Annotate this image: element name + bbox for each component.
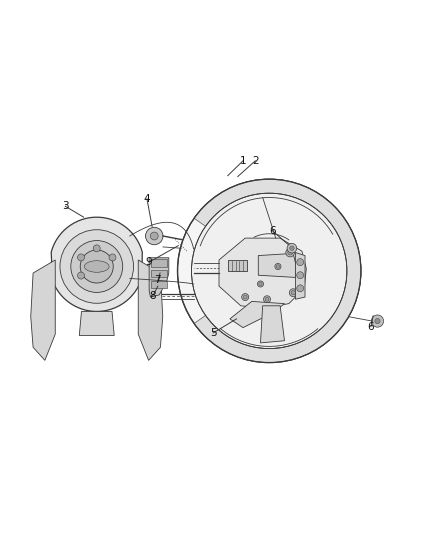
Circle shape <box>259 282 262 286</box>
Text: 6: 6 <box>367 322 374 332</box>
Polygon shape <box>194 179 361 362</box>
Text: 9: 9 <box>146 257 152 267</box>
Circle shape <box>265 297 269 301</box>
Circle shape <box>296 269 304 277</box>
Polygon shape <box>138 260 163 360</box>
Circle shape <box>78 272 85 279</box>
Circle shape <box>177 179 361 362</box>
Circle shape <box>297 285 304 292</box>
Text: 2: 2 <box>252 156 258 166</box>
Circle shape <box>290 246 294 251</box>
Polygon shape <box>79 311 114 335</box>
Text: 5: 5 <box>210 328 217 338</box>
Text: 7: 7 <box>155 276 161 286</box>
Text: 3: 3 <box>62 201 69 211</box>
Text: 6: 6 <box>269 225 276 236</box>
Polygon shape <box>230 302 285 328</box>
Circle shape <box>275 263 281 270</box>
Ellipse shape <box>85 261 109 272</box>
Polygon shape <box>219 238 306 308</box>
Polygon shape <box>149 258 169 297</box>
Bar <box>151 281 166 288</box>
Text: 4: 4 <box>144 194 150 204</box>
Text: 8: 8 <box>149 291 156 301</box>
Circle shape <box>191 193 347 349</box>
Circle shape <box>243 295 247 299</box>
Circle shape <box>60 230 134 303</box>
Circle shape <box>150 232 158 240</box>
Polygon shape <box>258 253 296 277</box>
Circle shape <box>287 244 297 253</box>
Circle shape <box>286 248 294 257</box>
Polygon shape <box>31 260 55 360</box>
Circle shape <box>288 250 293 255</box>
Circle shape <box>289 289 297 297</box>
Circle shape <box>297 259 304 265</box>
Bar <box>151 270 166 277</box>
Circle shape <box>297 271 302 275</box>
Circle shape <box>78 254 85 261</box>
Circle shape <box>242 294 249 301</box>
Circle shape <box>258 281 264 287</box>
Circle shape <box>93 245 100 252</box>
Circle shape <box>375 318 380 324</box>
Circle shape <box>109 254 116 261</box>
Bar <box>151 259 166 266</box>
Polygon shape <box>261 306 285 343</box>
Circle shape <box>80 250 113 283</box>
Circle shape <box>264 296 271 303</box>
Circle shape <box>145 227 163 245</box>
Circle shape <box>291 290 295 295</box>
Polygon shape <box>295 253 305 299</box>
Circle shape <box>276 265 279 268</box>
Text: 1: 1 <box>240 156 246 166</box>
Circle shape <box>71 240 123 293</box>
Circle shape <box>371 315 384 327</box>
Polygon shape <box>35 217 158 321</box>
Polygon shape <box>228 260 247 271</box>
Circle shape <box>297 272 304 279</box>
